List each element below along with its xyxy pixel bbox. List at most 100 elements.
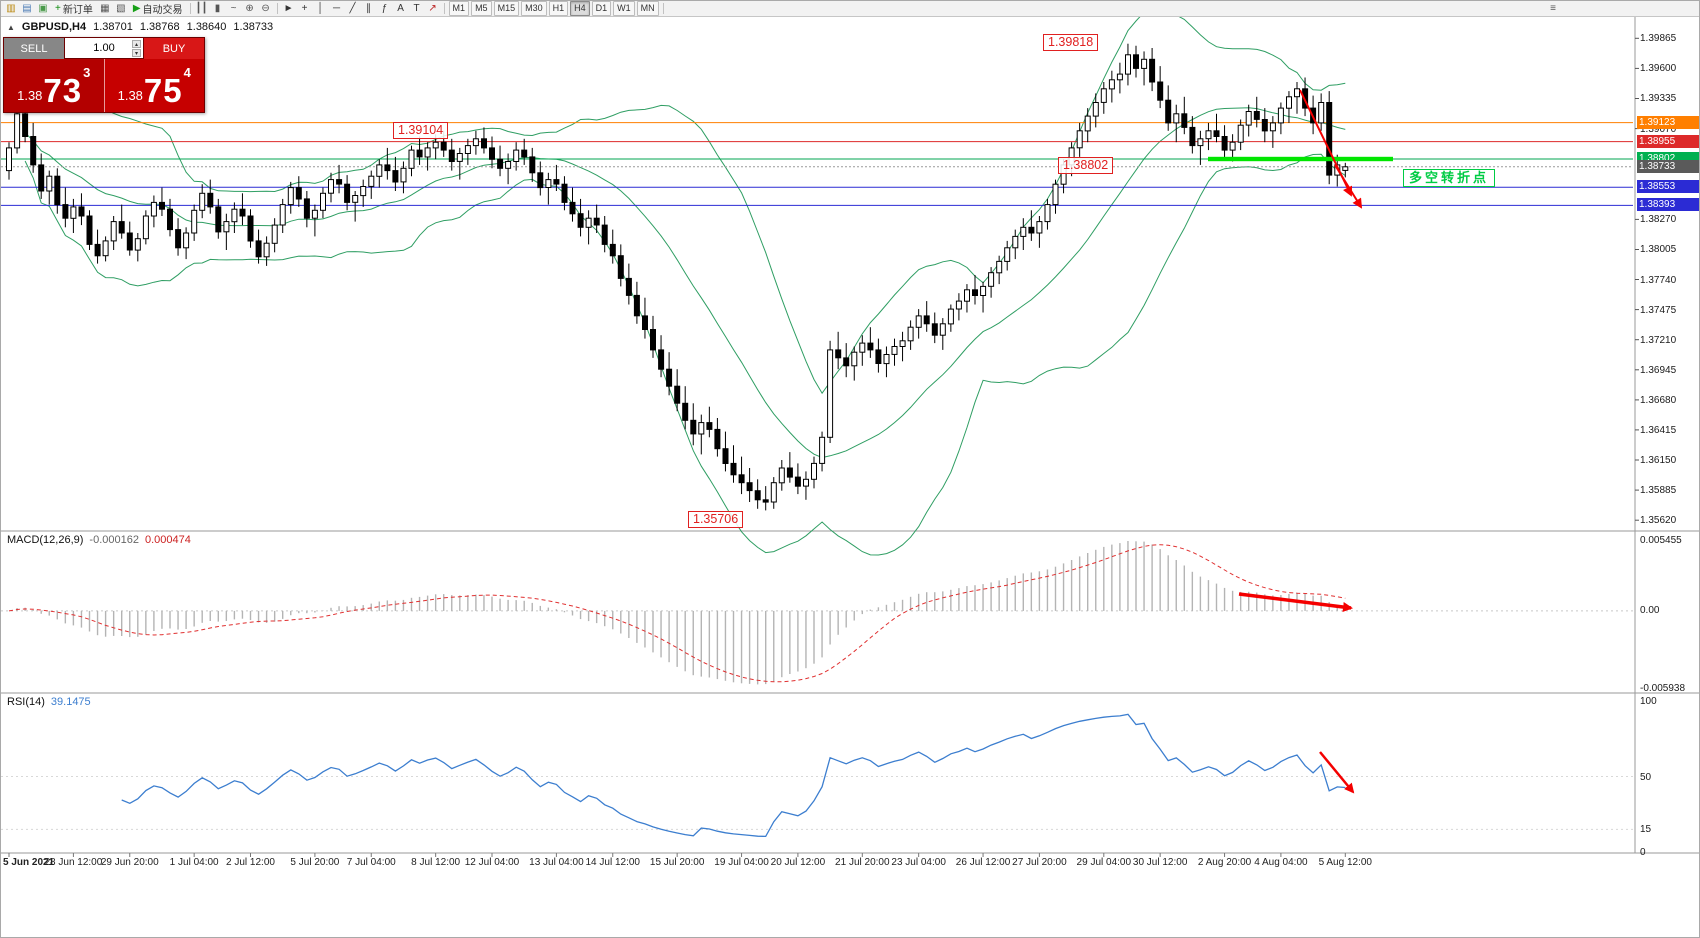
candle-body — [183, 232, 190, 249]
ohlc-low: 1.38640 — [186, 21, 227, 33]
candle-body — [706, 422, 713, 430]
timeframe-m5[interactable]: M5 — [471, 1, 492, 16]
candle-body — [432, 141, 439, 149]
candle-body — [642, 315, 648, 330]
candle-body — [1012, 235, 1019, 249]
volume-decrease-button[interactable]: ▾ — [132, 49, 141, 57]
candle-body — [1197, 138, 1204, 147]
one-click-sell-button[interactable]: SELL — [4, 38, 65, 59]
candle-body — [1141, 58, 1148, 69]
candle-body — [1189, 126, 1196, 147]
red-trend-arrow — [1334, 164, 1363, 209]
rsi-line — [121, 713, 1346, 838]
candle-body — [996, 260, 1003, 274]
candle-body — [1318, 102, 1325, 124]
candle-body — [746, 482, 753, 492]
vertical-line-icon[interactable]: │ — [317, 2, 324, 14]
candle-body — [481, 138, 487, 149]
indicators-icon[interactable]: ≡ — [1550, 2, 1556, 14]
ohlc-close: 1.38733 — [233, 21, 274, 33]
candle-body — [489, 147, 495, 160]
candle-body — [859, 342, 866, 353]
rsi-header: RSI(14) 39.1475 — [7, 696, 91, 708]
candle-body — [1269, 122, 1276, 132]
arrow-tool-icon[interactable]: ↗ — [428, 2, 437, 14]
candle-body — [1149, 58, 1156, 83]
one-click-buy-button[interactable]: BUY — [143, 38, 204, 59]
candle-body — [167, 208, 173, 231]
timeframe-m15[interactable]: M15 — [493, 1, 520, 16]
candle-body — [199, 192, 206, 211]
zoom-in-icon[interactable]: ⊕ — [245, 2, 254, 14]
candle-body — [6, 147, 12, 172]
timeframe-h1[interactable]: H1 — [548, 1, 569, 16]
cursor-icon[interactable]: ► — [283, 2, 294, 14]
candle-body — [803, 478, 809, 487]
autotrading-button[interactable]: ▶ 自动交易 — [129, 2, 187, 16]
candle-body — [14, 113, 21, 149]
candle-body — [1116, 73, 1123, 81]
rsi-panel — [1, 713, 1633, 838]
volume-field: ▴ ▾ — [65, 38, 143, 59]
timeframe-h4[interactable]: H4 — [570, 1, 590, 16]
candle-body — [328, 179, 334, 194]
new-order-button[interactable]: + 新订单 — [51, 2, 97, 16]
profiles-icon[interactable]: ▧ — [116, 2, 126, 14]
candle-body — [593, 217, 600, 226]
volume-input[interactable] — [79, 41, 129, 55]
candle-body — [754, 490, 761, 501]
new-order-button-label: 新订单 — [62, 5, 93, 16]
candle-body — [883, 354, 890, 365]
candle-body — [352, 195, 359, 203]
sell-price-display[interactable]: 1.38 73 3 — [4, 59, 105, 112]
timeframe-m1[interactable]: M1 — [448, 1, 470, 16]
crosshair-icon[interactable]: + — [301, 2, 308, 14]
candle-body — [1125, 54, 1131, 75]
trendline-icon[interactable]: ╱ — [349, 2, 356, 14]
timeframe-w1[interactable]: W1 — [613, 1, 635, 16]
data-window-icon[interactable]: ▤ — [22, 2, 32, 14]
candle-body — [287, 187, 294, 206]
timeframe-d1[interactable]: D1 — [591, 1, 612, 16]
macd-main-value: -0.000162 — [89, 534, 139, 546]
timeframe-mn[interactable]: MN — [636, 1, 659, 16]
horizontal-line-icon[interactable]: ─ — [333, 2, 341, 14]
buy-price-display[interactable]: 1.38 75 4 — [104, 59, 204, 112]
candle-body — [408, 149, 415, 169]
market-watch-icon[interactable]: ▥ — [6, 2, 16, 14]
candle-body — [1108, 79, 1115, 90]
text-icon[interactable]: A — [397, 2, 404, 14]
candle-body — [464, 145, 471, 155]
zoom-out-icon[interactable]: ⊖ — [261, 2, 270, 14]
navigator-icon[interactable]: ▣ — [38, 2, 48, 14]
rsi-value: 39.1475 — [50, 696, 91, 708]
candle-body — [1165, 99, 1172, 124]
candle-body — [94, 243, 101, 257]
chart-canvas — [1, 17, 1699, 857]
candle-body — [545, 179, 552, 189]
candle-body — [207, 192, 214, 208]
line-chart-icon[interactable]: ~ — [230, 2, 237, 14]
candle-body — [102, 240, 109, 257]
fibonacci-icon[interactable]: ƒ — [381, 2, 388, 14]
chart-area[interactable]: ▲ GBPUSD,H4 1.38701 1.38768 1.38640 1.38… — [1, 17, 1699, 937]
candle-body — [78, 206, 85, 217]
volume-increase-button[interactable]: ▴ — [132, 40, 141, 48]
text-label-icon[interactable]: T — [413, 2, 420, 14]
open-chart-icon[interactable]: ▦ — [100, 2, 110, 14]
candle-body — [794, 476, 801, 487]
channel-icon[interactable]: ∥ — [366, 2, 372, 14]
turning-point-note: 多空转折点 — [1403, 169, 1496, 187]
candle-body — [1157, 81, 1164, 101]
toolbar-separator — [443, 3, 445, 14]
candle-body — [70, 206, 77, 219]
candlestick-chart-icon[interactable]: ▮ — [214, 2, 221, 14]
candle-body — [54, 175, 61, 206]
timeframe-m30[interactable]: M30 — [521, 1, 547, 16]
candle-body — [344, 183, 351, 203]
candle-body — [46, 175, 53, 192]
new-order-icon: + — [55, 3, 61, 14]
bars-chart-icon[interactable]: ┃┃ — [195, 2, 208, 14]
candle-body — [738, 474, 745, 484]
candle-body — [126, 232, 133, 251]
